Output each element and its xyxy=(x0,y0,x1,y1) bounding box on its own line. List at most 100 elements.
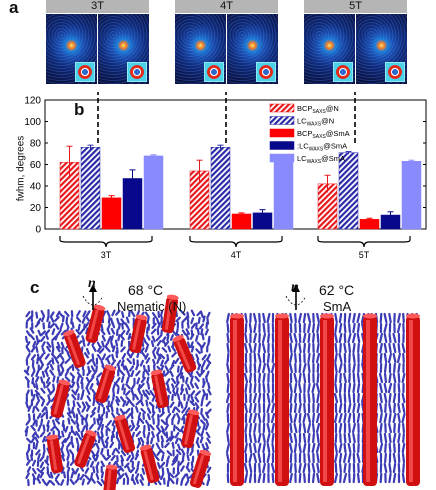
lc-rod xyxy=(202,315,206,323)
lc-rod xyxy=(125,316,130,324)
lc-rod xyxy=(117,471,122,479)
lc-rod xyxy=(356,382,361,394)
legend-entry-0: BCPSAXS@N xyxy=(297,104,339,115)
lc-rod xyxy=(289,382,293,394)
cylinder-highlight xyxy=(53,384,64,415)
lc-rod xyxy=(262,442,266,454)
lc-rod xyxy=(397,362,401,374)
lc-rod xyxy=(46,359,52,366)
lc-rod xyxy=(89,411,96,418)
lc-rod xyxy=(84,474,90,481)
lc-rod xyxy=(316,322,320,334)
lc-rod xyxy=(54,479,61,486)
lc-rod xyxy=(185,328,190,335)
polymer-cylinder xyxy=(102,464,118,490)
lc-rod xyxy=(171,406,177,414)
lc-rod xyxy=(25,472,30,480)
lc-rod xyxy=(100,436,104,444)
lc-rod xyxy=(356,332,361,344)
lc-rod xyxy=(91,345,97,352)
lc-rod xyxy=(397,422,401,434)
x-category-label: 3T xyxy=(101,250,112,260)
lc-rod xyxy=(393,422,396,434)
lc-rod xyxy=(46,315,50,323)
lc-rod xyxy=(26,330,32,337)
cylinder-highlight xyxy=(154,375,163,406)
lc-rod xyxy=(60,341,65,349)
lc-rod xyxy=(311,462,316,474)
lc-rod xyxy=(401,452,406,464)
x-category-label: 5T xyxy=(359,250,370,260)
lc-rod xyxy=(85,405,91,412)
lc-rod xyxy=(100,328,106,336)
x-category-label: 4T xyxy=(231,250,242,260)
lc-rod xyxy=(143,340,150,347)
lc-rod xyxy=(106,419,113,427)
lc-rod xyxy=(111,412,116,419)
lc-rod xyxy=(298,412,302,424)
lc-rod xyxy=(59,322,64,330)
lc-rod xyxy=(54,418,61,425)
lc-rod xyxy=(289,402,293,414)
lc-rod xyxy=(105,425,111,432)
lc-rod xyxy=(104,341,110,348)
y-tick-label: 0 xyxy=(35,225,41,236)
polymer-cylinder xyxy=(230,313,244,486)
lc-rod xyxy=(388,402,392,414)
lc-rod xyxy=(347,392,352,404)
polymer-cylinder xyxy=(275,313,289,486)
lc-rod xyxy=(86,459,90,467)
lc-rod xyxy=(25,401,29,409)
lc-rod xyxy=(64,376,71,382)
waxs-pattern-image xyxy=(98,14,149,84)
lc-rod xyxy=(315,442,321,454)
lc-rod xyxy=(66,412,72,419)
bar-3T-series-4 xyxy=(143,155,164,230)
lc-rod xyxy=(189,400,196,407)
cylinder-cap xyxy=(166,294,179,300)
lc-rod xyxy=(160,435,165,443)
lc-rod xyxy=(195,353,200,361)
lc-rod xyxy=(170,345,177,352)
lc-rod xyxy=(226,452,230,464)
lc-rod xyxy=(171,393,174,402)
lc-rod xyxy=(42,449,46,457)
lc-rod xyxy=(378,442,384,454)
lc-rod xyxy=(67,407,72,415)
lc-rod xyxy=(307,382,311,394)
lc-rod xyxy=(397,382,401,394)
lc-rod xyxy=(95,365,99,373)
lc-rod xyxy=(271,392,275,404)
polymer-cylinder xyxy=(129,314,148,354)
fwhm-bar-chart: 0 20 40 60 80 100 120 BCPSAXS@N LCWAXS@NBCPSAXS… xyxy=(24,92,427,260)
lc-rod xyxy=(383,352,388,364)
lc-rod xyxy=(123,462,130,469)
polymer-cylinder xyxy=(320,313,334,486)
lc-rod xyxy=(206,353,211,361)
lc-rod xyxy=(293,432,298,444)
lc-rod xyxy=(226,402,230,414)
lc-rod xyxy=(334,452,338,464)
lc-rod xyxy=(86,388,91,395)
lc-rod xyxy=(100,359,105,367)
lc-rod xyxy=(302,332,307,344)
lc-rod xyxy=(200,328,204,336)
cylinder-highlight xyxy=(164,299,173,330)
lc-rod xyxy=(131,478,136,486)
lc-rod xyxy=(185,387,189,395)
lc-rod xyxy=(169,364,175,371)
lc-rod xyxy=(41,406,47,413)
lc-rod xyxy=(316,392,320,404)
lc-rod xyxy=(76,371,83,378)
lc-rod xyxy=(383,382,388,394)
lc-rod xyxy=(84,413,89,421)
lc-rod xyxy=(258,372,261,384)
lc-rod xyxy=(49,389,55,396)
lc-rod xyxy=(190,375,194,383)
lc-rod xyxy=(185,466,191,473)
lc-rod xyxy=(338,352,343,364)
lc-rod xyxy=(113,381,120,388)
lc-rod xyxy=(121,353,127,360)
lc-rod xyxy=(397,312,401,324)
lc-rod xyxy=(298,472,302,484)
